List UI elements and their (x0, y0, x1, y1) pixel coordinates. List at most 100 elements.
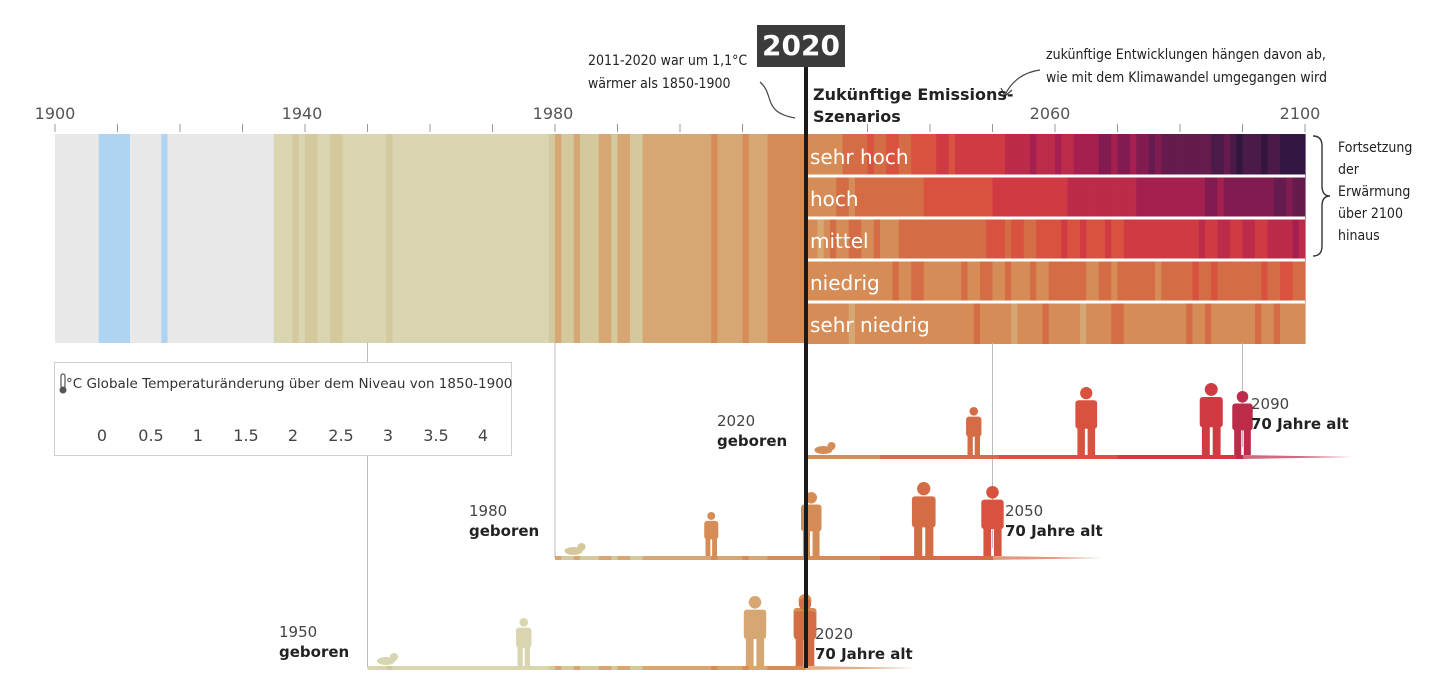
scenario-stripe-2-2066 (1092, 218, 1100, 260)
scenario-stripe-2-2045 (961, 218, 969, 260)
observed-stripe-2006 (717, 134, 725, 343)
future-annotation-line1: zukünftige Entwicklungen hängen davon ab… (1046, 47, 1326, 63)
observed-stripes (55, 134, 812, 343)
observed-stripe-1998 (667, 134, 675, 343)
scenario-stripe-2-2087 (1223, 218, 1231, 260)
scenario-stripe-2-2074 (1142, 218, 1150, 260)
timeline-seg-1 (980, 556, 987, 560)
scenario-stripe-1-2075 (1148, 176, 1156, 218)
scenario-stripe-3-2092 (1255, 260, 1262, 302)
scenario-stripe-4-2021 (811, 302, 819, 344)
scenario-stripe-2-2023 (823, 218, 831, 260)
timeline-seg-0 (1042, 455, 1050, 459)
scenario-stripe-4-2057 (1036, 302, 1044, 344)
scenario-stripe-2-2052 (1005, 218, 1012, 260)
generation-timelines (367, 455, 1353, 670)
scenario-stripe-1-2059 (1048, 176, 1056, 218)
scenario-stripe-2-2036 (905, 218, 912, 260)
observed-stripe-2000 (680, 134, 687, 343)
timeline-seg-1 (780, 556, 787, 560)
timeline-seg-0 (817, 455, 825, 459)
timeline-seg-1 (748, 556, 756, 560)
timeline-seg-0 (1117, 455, 1125, 459)
timeline-seg-0 (1148, 455, 1156, 459)
scenario-stripe-4-2087 (1223, 302, 1231, 344)
timeline-seg-1 (930, 556, 937, 560)
scenario-stripe-1-2020 (805, 176, 812, 218)
observed-stripe-1926 (217, 134, 225, 343)
timeline-seg-2 (592, 666, 600, 670)
scenario-stripe-1-2078 (1167, 176, 1175, 218)
scenario-stripe-4-2089 (1236, 302, 1244, 344)
scenario-stripe-2-2044 (955, 218, 962, 260)
timeline-seg-2 (380, 666, 387, 670)
observed-stripe-1986 (592, 134, 600, 343)
observed-stripe-1958 (417, 134, 425, 343)
scenario-stripe-0-2079 (1173, 134, 1181, 176)
observed-stripe-1917 (161, 134, 169, 343)
observed-stripe-2008 (730, 134, 737, 343)
timeline-seg-0 (880, 455, 887, 459)
timeline-fade-0 (1242, 455, 1353, 459)
scenario-stripe-0-2075 (1148, 134, 1156, 176)
timeline-seg-1 (886, 556, 894, 560)
timeline-seg-0 (942, 455, 950, 459)
timeline-seg-0 (955, 455, 962, 459)
timeline-seg-0 (898, 455, 906, 459)
scenario-stripe-0-2084 (1205, 134, 1212, 176)
scenario-stripe-4-2099 (1298, 302, 1306, 344)
scenario-stripe-3-2023 (823, 260, 831, 302)
scenario-stripe-4-2073 (1136, 302, 1144, 344)
scenario-stripe-0-2027 (848, 134, 856, 176)
observed-stripe-1943 (323, 134, 331, 343)
scenario-stripe-0-2049 (986, 134, 994, 176)
scenario-stripe-2-2067 (1098, 218, 1106, 260)
scenario-stripe-4-2065 (1086, 302, 1094, 344)
scenario-stripe-2-2051 (998, 218, 1006, 260)
timeline-seg-1 (642, 556, 650, 560)
timeline-seg-1 (767, 556, 775, 560)
timeline-seg-0 (973, 455, 981, 459)
timeline-seg-2 (673, 666, 681, 670)
scenario-stripe-3-2045 (961, 260, 969, 302)
scenario-stripe-3-2021 (811, 260, 819, 302)
scenario-label-sehr-niedrig: sehr niedrig (810, 313, 930, 337)
observed-stripe-1946 (342, 134, 350, 343)
scenario-stripe-1-2073 (1136, 176, 1144, 218)
observed-stripe-1952 (380, 134, 387, 343)
timeline-seg-2 (642, 666, 650, 670)
scenario-stripe-0-2067 (1098, 134, 1106, 176)
timeline-seg-1 (580, 556, 587, 560)
observed-stripe-1982 (567, 134, 575, 343)
scenario-stripe-4-2064 (1080, 302, 1087, 344)
scenario-stripe-0-2095 (1273, 134, 1281, 176)
scenario-stripe-4-2030 (867, 302, 875, 344)
timeline-seg-0 (811, 455, 819, 459)
timeline-seg-1 (973, 556, 981, 560)
scenario-stripe-1-2028 (855, 176, 862, 218)
scenario-stripe-0-2076 (1155, 134, 1162, 176)
scenario-stripe-2-2088 (1230, 218, 1237, 260)
scenario-stripe-3-2042 (942, 260, 950, 302)
observed-stripe-1921 (186, 134, 194, 343)
scenario-stripe-4-2078 (1167, 302, 1175, 344)
timeline-seg-1 (617, 556, 625, 560)
timeline-seg-0 (1236, 455, 1244, 459)
scenario-stripe-1-2093 (1261, 176, 1269, 218)
observed-stripe-1975 (523, 134, 531, 343)
beyond-2100-note: Fortsetzung der Erwärmung über 2100 hina… (1338, 137, 1412, 247)
scenario-stripe-2-2091 (1248, 218, 1256, 260)
scenario-stripe-4-2075 (1148, 302, 1156, 344)
timeline-seg-0 (892, 455, 900, 459)
scenario-stripe-3-2031 (873, 260, 881, 302)
scenario-stripe-2-2065 (1086, 218, 1094, 260)
observed-stripe-1984 (580, 134, 587, 343)
timeline-seg-2 (786, 666, 794, 670)
scenario-stripe-3-2084 (1205, 260, 1212, 302)
timeline-seg-1 (955, 556, 962, 560)
beyond-line3: Erwärmung (1338, 184, 1411, 200)
timeline-seg-1 (898, 556, 906, 560)
scenario-stripe-1-2091 (1248, 176, 1256, 218)
scenario-stripe-4-2022 (817, 302, 825, 344)
scenario-stripe-1-2056 (1030, 176, 1037, 218)
